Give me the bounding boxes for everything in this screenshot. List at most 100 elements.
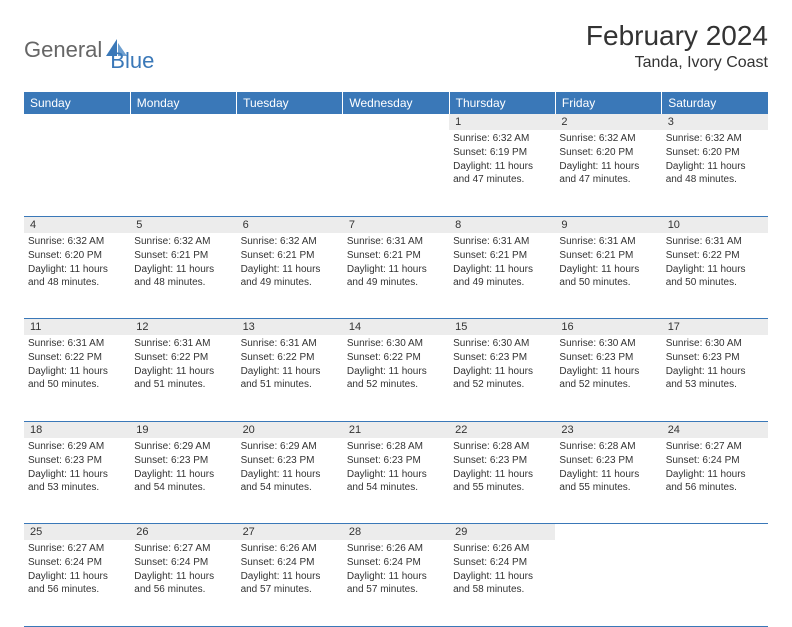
day-info: Sunrise: 6:27 AMSunset: 6:24 PMDaylight:… (666, 438, 764, 494)
sunset-text: Sunset: 6:23 PM (453, 454, 551, 467)
sunrise-text: Sunrise: 6:28 AM (559, 440, 657, 453)
calendar-cell (130, 130, 236, 216)
calendar-row: Sunrise: 6:27 AMSunset: 6:24 PMDaylight:… (24, 540, 768, 626)
daylight-text: Daylight: 11 hours and 54 minutes. (241, 468, 339, 494)
day-info: Sunrise: 6:30 AMSunset: 6:23 PMDaylight:… (666, 335, 764, 391)
logo-word-2: Blue (110, 48, 154, 74)
sunrise-text: Sunrise: 6:31 AM (347, 235, 445, 248)
day-number-cell: 17 (662, 319, 768, 336)
weekday-header: Monday (130, 92, 236, 114)
day-number-cell: 11 (24, 319, 130, 336)
day-number-cell: 2 (555, 114, 661, 130)
sunset-text: Sunset: 6:24 PM (28, 556, 126, 569)
day-number-cell: 9 (555, 216, 661, 233)
sunset-text: Sunset: 6:24 PM (134, 556, 232, 569)
logo-word-1: General (24, 37, 102, 63)
sunset-text: Sunset: 6:21 PM (559, 249, 657, 262)
sunset-text: Sunset: 6:24 PM (666, 454, 764, 467)
calendar-cell: Sunrise: 6:26 AMSunset: 6:24 PMDaylight:… (343, 540, 449, 626)
sunrise-text: Sunrise: 6:32 AM (28, 235, 126, 248)
sunrise-text: Sunrise: 6:26 AM (453, 542, 551, 555)
daylight-text: Daylight: 11 hours and 48 minutes. (666, 160, 764, 186)
sunset-text: Sunset: 6:22 PM (241, 351, 339, 364)
title-block: February 2024 Tanda, Ivory Coast (586, 20, 768, 72)
day-info: Sunrise: 6:29 AMSunset: 6:23 PMDaylight:… (241, 438, 339, 494)
day-number-cell: 26 (130, 524, 236, 541)
sunset-text: Sunset: 6:23 PM (347, 454, 445, 467)
day-number-cell: 4 (24, 216, 130, 233)
daylight-text: Daylight: 11 hours and 55 minutes. (453, 468, 551, 494)
calendar-cell: Sunrise: 6:32 AMSunset: 6:20 PMDaylight:… (24, 233, 130, 319)
sunset-text: Sunset: 6:21 PM (241, 249, 339, 262)
daylight-text: Daylight: 11 hours and 52 minutes. (559, 365, 657, 391)
calendar-cell: Sunrise: 6:30 AMSunset: 6:23 PMDaylight:… (662, 335, 768, 421)
sunrise-text: Sunrise: 6:27 AM (28, 542, 126, 555)
sunset-text: Sunset: 6:24 PM (347, 556, 445, 569)
day-number-cell (555, 524, 661, 541)
day-info: Sunrise: 6:31 AMSunset: 6:22 PMDaylight:… (241, 335, 339, 391)
day-number-cell: 8 (449, 216, 555, 233)
page-title: February 2024 (586, 20, 768, 52)
calendar-cell: Sunrise: 6:30 AMSunset: 6:23 PMDaylight:… (449, 335, 555, 421)
calendar-row: Sunrise: 6:29 AMSunset: 6:23 PMDaylight:… (24, 438, 768, 524)
sunset-text: Sunset: 6:22 PM (347, 351, 445, 364)
calendar-cell: Sunrise: 6:31 AMSunset: 6:21 PMDaylight:… (449, 233, 555, 319)
daylight-text: Daylight: 11 hours and 52 minutes. (453, 365, 551, 391)
day-info: Sunrise: 6:30 AMSunset: 6:23 PMDaylight:… (559, 335, 657, 391)
day-number-cell: 20 (237, 421, 343, 438)
day-number-row: 18192021222324 (24, 421, 768, 438)
sunrise-text: Sunrise: 6:26 AM (241, 542, 339, 555)
sunset-text: Sunset: 6:20 PM (559, 146, 657, 159)
sunrise-text: Sunrise: 6:28 AM (453, 440, 551, 453)
sunrise-text: Sunrise: 6:28 AM (347, 440, 445, 453)
daylight-text: Daylight: 11 hours and 48 minutes. (28, 263, 126, 289)
daylight-text: Daylight: 11 hours and 49 minutes. (453, 263, 551, 289)
day-info: Sunrise: 6:29 AMSunset: 6:23 PMDaylight:… (28, 438, 126, 494)
sunset-text: Sunset: 6:20 PM (28, 249, 126, 262)
sunset-text: Sunset: 6:21 PM (347, 249, 445, 262)
calendar-cell: Sunrise: 6:29 AMSunset: 6:23 PMDaylight:… (24, 438, 130, 524)
day-number-cell: 16 (555, 319, 661, 336)
day-info: Sunrise: 6:32 AMSunset: 6:20 PMDaylight:… (28, 233, 126, 289)
day-number-cell (130, 114, 236, 130)
sunrise-text: Sunrise: 6:31 AM (134, 337, 232, 350)
header: General Blue February 2024 Tanda, Ivory … (24, 20, 768, 74)
calendar-cell: Sunrise: 6:31 AMSunset: 6:22 PMDaylight:… (237, 335, 343, 421)
calendar-cell: Sunrise: 6:27 AMSunset: 6:24 PMDaylight:… (24, 540, 130, 626)
day-number-cell: 22 (449, 421, 555, 438)
day-info: Sunrise: 6:31 AMSunset: 6:21 PMDaylight:… (559, 233, 657, 289)
day-info: Sunrise: 6:28 AMSunset: 6:23 PMDaylight:… (453, 438, 551, 494)
sunrise-text: Sunrise: 6:30 AM (453, 337, 551, 350)
location-label: Tanda, Ivory Coast (586, 54, 768, 72)
sunset-text: Sunset: 6:23 PM (666, 351, 764, 364)
sunset-text: Sunset: 6:23 PM (559, 351, 657, 364)
daylight-text: Daylight: 11 hours and 56 minutes. (134, 570, 232, 596)
day-info: Sunrise: 6:32 AMSunset: 6:20 PMDaylight:… (666, 130, 764, 186)
sunrise-text: Sunrise: 6:27 AM (666, 440, 764, 453)
calendar-cell: Sunrise: 6:28 AMSunset: 6:23 PMDaylight:… (343, 438, 449, 524)
sunset-text: Sunset: 6:21 PM (134, 249, 232, 262)
day-number-cell: 24 (662, 421, 768, 438)
day-info: Sunrise: 6:28 AMSunset: 6:23 PMDaylight:… (347, 438, 445, 494)
calendar-cell (662, 540, 768, 626)
day-number-cell (237, 114, 343, 130)
daylight-text: Daylight: 11 hours and 54 minutes. (347, 468, 445, 494)
day-number-cell: 3 (662, 114, 768, 130)
sunrise-text: Sunrise: 6:31 AM (28, 337, 126, 350)
weekday-header: Wednesday (343, 92, 449, 114)
calendar-cell: Sunrise: 6:27 AMSunset: 6:24 PMDaylight:… (130, 540, 236, 626)
calendar-cell: Sunrise: 6:28 AMSunset: 6:23 PMDaylight:… (555, 438, 661, 524)
day-info: Sunrise: 6:32 AMSunset: 6:19 PMDaylight:… (453, 130, 551, 186)
daylight-text: Daylight: 11 hours and 50 minutes. (28, 365, 126, 391)
day-number-cell: 12 (130, 319, 236, 336)
sunrise-text: Sunrise: 6:31 AM (453, 235, 551, 248)
daylight-text: Daylight: 11 hours and 57 minutes. (241, 570, 339, 596)
calendar-cell: Sunrise: 6:29 AMSunset: 6:23 PMDaylight:… (237, 438, 343, 524)
daylight-text: Daylight: 11 hours and 54 minutes. (134, 468, 232, 494)
calendar-cell: Sunrise: 6:29 AMSunset: 6:23 PMDaylight:… (130, 438, 236, 524)
calendar-cell (24, 130, 130, 216)
day-info: Sunrise: 6:27 AMSunset: 6:24 PMDaylight:… (28, 540, 126, 596)
day-number-cell: 13 (237, 319, 343, 336)
calendar-row: Sunrise: 6:31 AM Sunset: 6:22 PM Daylight:… (24, 335, 768, 421)
sunrise-text: Sunrise: 6:30 AM (666, 337, 764, 350)
